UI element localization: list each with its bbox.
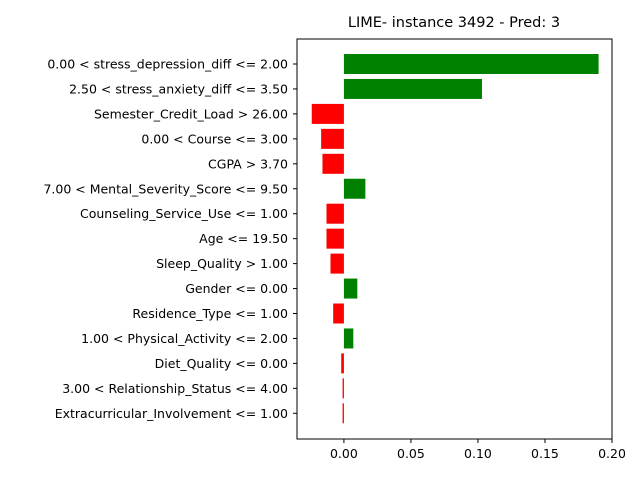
y-tick-label-1: 2.50 < stress_anxiety_diff <= 3.50 [69,81,288,96]
bar-12 [341,353,344,374]
x-tick-label-1: 0.05 [397,446,425,461]
bar-2 [311,103,344,124]
x-tick-label-2: 0.10 [464,446,492,461]
bar-6 [326,203,344,224]
bars-group [311,54,599,424]
y-tick-label-4: CGPA > 3.70 [208,156,288,171]
bar-9 [343,278,358,299]
y-tick-label-0: 0.00 < stress_depression_diff <= 2.00 [47,57,288,72]
bar-3 [321,128,344,149]
plot-frame [296,38,613,440]
x-tick-label-4: 0.20 [598,446,626,461]
y-tick-label-6: Counseling_Service_Use <= 1.00 [80,206,288,221]
bar-11 [343,328,354,349]
bar-10 [333,303,344,324]
y-tick-label-3: 0.00 < Course <= 3.00 [141,131,288,146]
y-tick-label-11: 1.00 < Physical_Activity <= 2.00 [81,331,288,346]
x-tick-label-3: 0.15 [531,446,559,461]
bar-0 [343,54,599,74]
y-tick-label-14: Extracurricular_Involvement <= 1.00 [55,406,288,421]
bar-5 [343,178,366,199]
bar-14 [342,403,344,424]
x-axis: 0.00 0.05 0.10 0.15 0.20 [330,439,626,461]
y-tick-label-12: Diet_Quality <= 0.00 [155,356,288,371]
x-tick-label-0: 0.00 [330,446,358,461]
y-tick-label-7: Age <= 19.50 [199,231,288,246]
y-tick-label-10: Residence_Type <= 1.00 [132,306,288,321]
bar-8 [330,253,344,274]
y-tick-label-8: Sleep_Quality > 1.00 [156,256,288,271]
y-tick-label-9: Gender <= 0.00 [185,281,288,296]
y-tick-label-5: 7.00 < Mental_Severity_Score <= 9.50 [43,181,288,196]
chart-title: LIME- instance 3492 - Pred: 3 [348,15,560,31]
y-tick-label-2: Semester_Credit_Load > 26.00 [94,106,288,121]
bar-4 [322,153,344,174]
y-tick-label-13: 3.00 < Relationship_Status <= 4.00 [62,381,288,396]
bar-13 [342,378,344,399]
bar-7 [326,228,344,249]
bar-1 [343,78,482,99]
y-tick-labels: 0.00 < stress_depression_diff <= 2.00 2.5… [43,57,297,421]
